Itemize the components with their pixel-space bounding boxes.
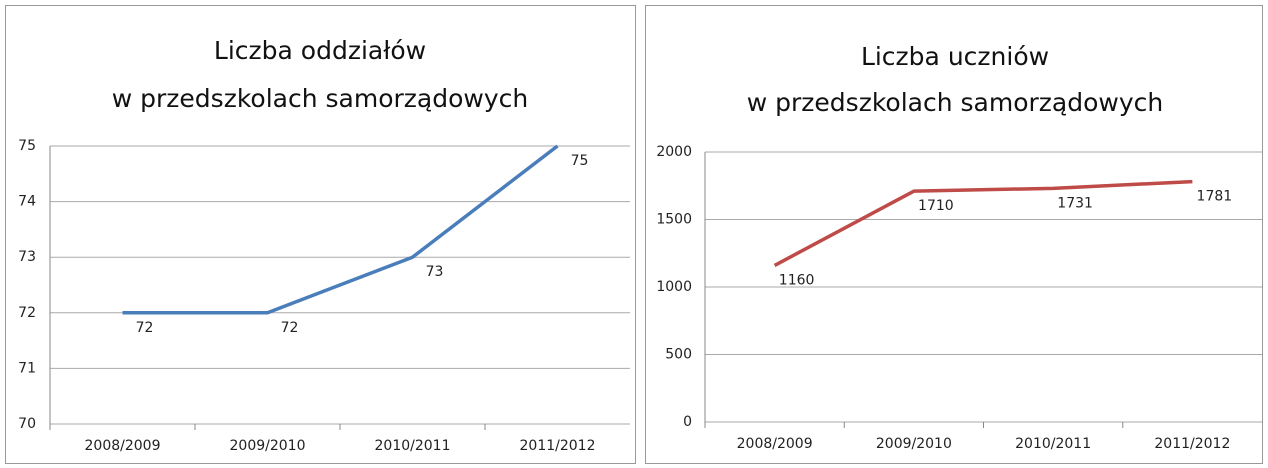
data-line	[773, 179, 1193, 267]
y-tick-label: 72	[18, 305, 36, 321]
y-tick-label: 2000	[656, 144, 692, 160]
y-tick-label: 73	[18, 249, 36, 265]
y-tick-label: 1500	[656, 212, 692, 228]
y-tick-label: 71	[18, 360, 36, 376]
x-tick-label: 2010/2011	[375, 438, 451, 454]
x-tick-label: 2010/2011	[1015, 436, 1091, 452]
x-tick-label: 2011/2012	[1154, 436, 1230, 452]
data-line	[122, 144, 559, 315]
y-tick-label: 74	[18, 194, 36, 210]
data-label: 1731	[1057, 195, 1093, 211]
chart-title: Liczba uczniów	[861, 42, 1049, 71]
data-label: 75	[571, 153, 589, 169]
x-tick-label: 2011/2012	[520, 438, 596, 454]
y-tick-label: 0	[683, 414, 692, 430]
x-tick-label: 2008/2009	[737, 436, 813, 452]
panel-border	[5, 5, 636, 464]
x-tick-label: 2009/2010	[230, 438, 306, 454]
chart-title: w przedszkolach samorządowych	[112, 84, 528, 113]
y-tick-label: 75	[18, 138, 36, 154]
x-tick-label: 2008/2009	[85, 438, 161, 454]
y-tick-label: 1000	[656, 279, 692, 295]
x-tick-label: 2009/2010	[876, 436, 952, 452]
data-label: 72	[136, 320, 154, 336]
data-label: 1160	[779, 272, 815, 288]
chart-title: Liczba oddziałów	[214, 36, 426, 65]
data-label: 1781	[1197, 189, 1233, 205]
y-tick-label: 70	[18, 416, 36, 432]
data-label: 72	[281, 320, 299, 336]
data-label: 73	[426, 264, 444, 280]
panel-border	[645, 5, 1263, 464]
y-tick-label: 500	[665, 347, 692, 363]
data-label: 1710	[918, 198, 954, 214]
chart-title: w przedszkolach samorządowych	[747, 88, 1163, 117]
